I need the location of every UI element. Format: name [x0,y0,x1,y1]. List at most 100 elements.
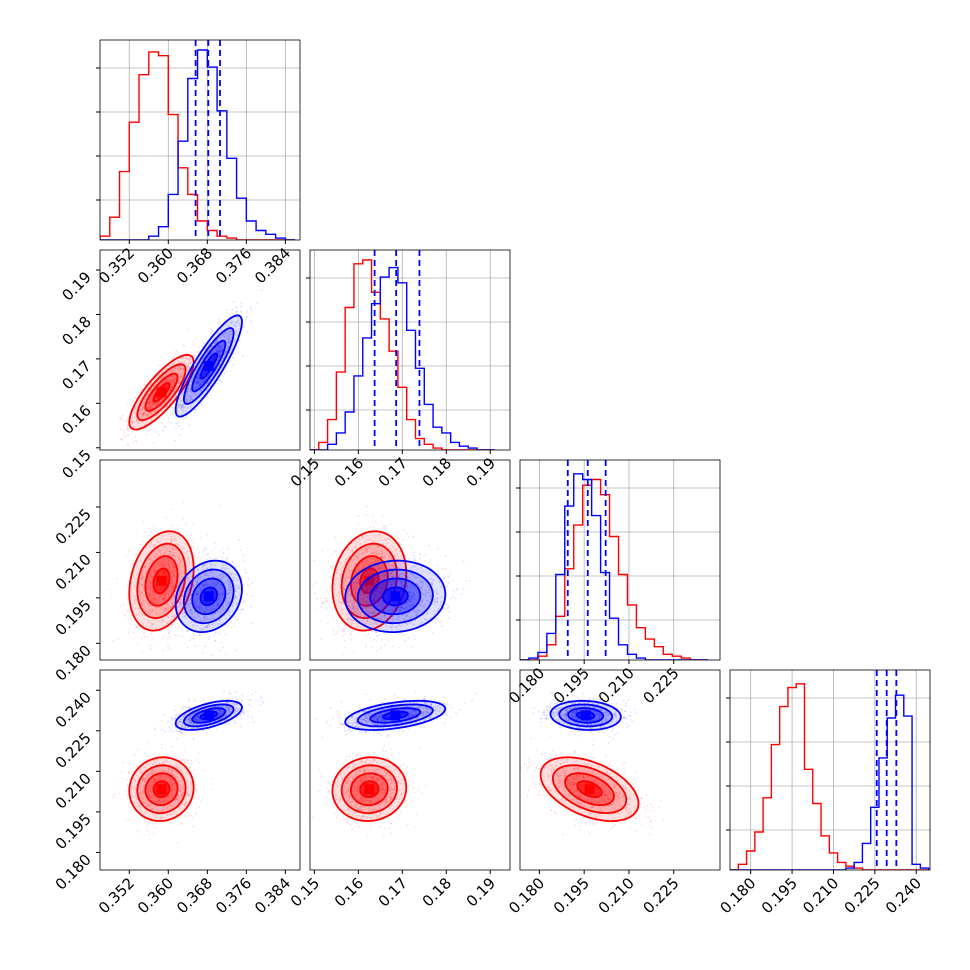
sample-point [163,624,166,627]
sample-point [148,578,151,581]
y-tick-label: 0.18 [58,313,94,349]
sample-point [153,385,156,388]
sample-point [194,645,197,647]
sample-point [174,366,177,369]
sample-point [220,345,223,348]
sample-point [235,332,238,335]
sample-point [342,653,345,655]
sample-point [184,345,186,347]
sample-point [202,564,205,567]
sample-point [150,599,153,601]
sample-point [384,527,387,530]
sample-point [319,620,322,622]
sample-point [190,362,193,364]
sample-point [159,453,161,455]
sample-point [135,554,138,556]
sample-point [215,584,218,586]
sample-point [150,404,153,407]
sample-point [216,611,219,614]
sample-point [163,594,165,596]
sample-point [167,380,170,382]
sample-point [180,561,183,563]
sample-point [413,557,416,560]
sample-point [170,615,173,618]
sample-point [192,538,195,541]
x-tick-label: 0.195 [758,874,801,917]
panel-content [119,289,263,455]
sample-point [207,606,210,609]
sample-point [227,336,230,338]
sample-point [162,599,165,601]
sample-point [212,583,215,585]
sample-point [221,348,223,351]
sample-point [172,538,175,541]
sample-point [189,396,192,399]
sample-point [219,587,222,590]
sample-point [181,356,184,359]
sample-point [205,584,208,587]
sample-point [227,602,230,604]
sample-point [250,308,253,311]
sample-point [203,616,206,619]
sample-point [188,608,190,611]
sample-point [215,556,218,559]
sample-point [129,420,132,422]
sample-point [140,413,143,415]
sample-point [190,609,193,611]
sample-point [221,556,224,558]
sample-point [428,559,431,562]
sample-point [170,381,173,383]
sample-point [238,339,241,342]
sample-point [212,585,215,588]
sample-point [142,409,145,411]
sample-point [219,348,222,351]
sample-point [161,560,163,563]
sample-point [382,526,385,528]
sample-point [167,644,169,647]
sample-point [219,336,222,339]
sample-point [171,615,174,618]
sample-point [150,632,153,635]
sample-point [200,404,203,406]
sample-point [197,373,199,376]
sample-point [198,602,201,604]
sample-point [187,328,190,330]
sample-point [150,576,153,579]
sample-point [241,608,244,610]
sample-point [156,431,158,433]
y-tick-label: 0.19 [58,268,94,304]
sample-point [186,599,189,602]
sample-point [200,381,203,384]
sample-point [203,547,206,550]
sample-point [133,407,136,410]
sample-point [154,410,157,413]
sample-point [125,614,127,617]
sample-point [230,322,233,325]
sample-point [134,607,137,610]
sample-point [183,360,186,363]
sample-point [147,391,150,394]
sample-point [205,606,208,608]
sample-point [244,569,247,571]
sample-point [181,369,184,372]
sample-point [151,401,154,404]
sample-point [220,641,223,644]
sample-point [232,353,235,355]
sample-point [137,422,139,425]
sample-point [152,590,155,593]
sample-point [141,408,143,410]
sample-point [141,583,144,586]
sample-point [163,396,166,399]
sample-point [138,409,141,411]
sample-point [179,569,182,572]
sample-point [130,432,133,435]
sample-point [134,602,137,605]
sample-point [171,386,174,389]
sample-point [199,382,201,385]
sample-point [167,596,170,598]
sample-point [344,633,346,635]
sample-point [197,379,200,382]
sample-point [239,310,242,313]
sample-point [229,321,232,324]
sample-point [321,602,324,604]
